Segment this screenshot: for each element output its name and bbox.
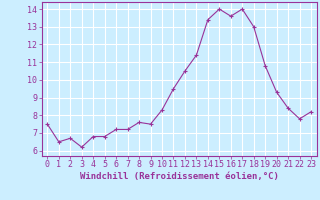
X-axis label: Windchill (Refroidissement éolien,°C): Windchill (Refroidissement éolien,°C) — [80, 172, 279, 181]
